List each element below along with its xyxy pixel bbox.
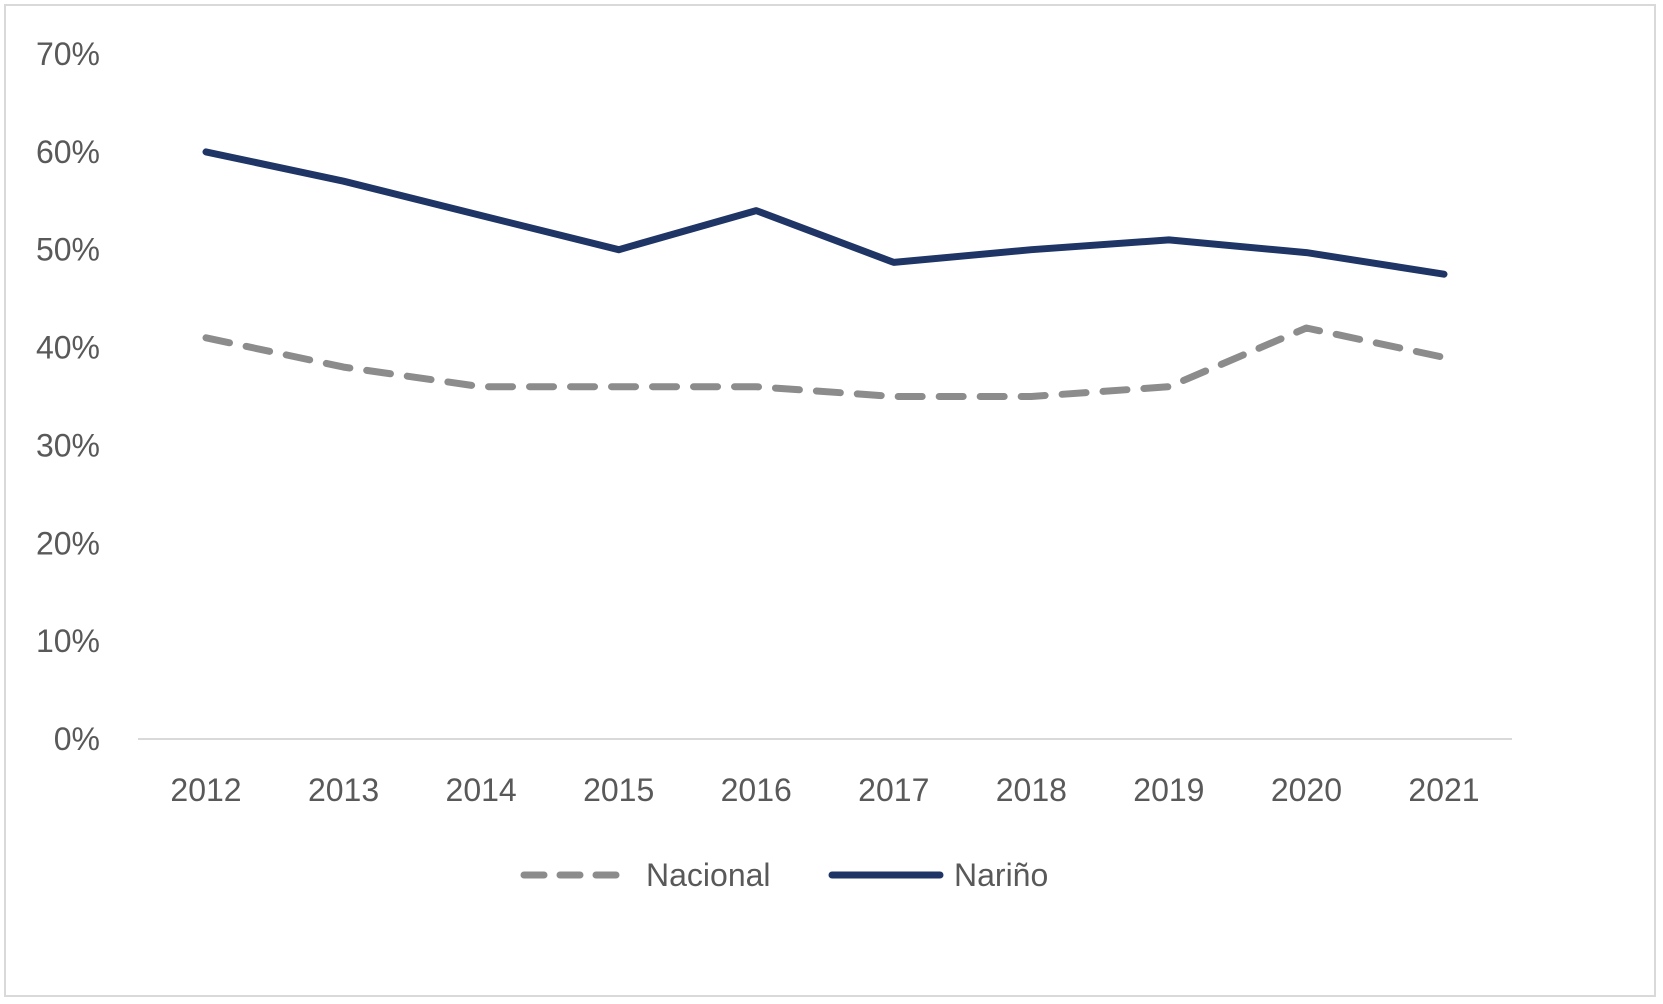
x-tick-label: 2017: [858, 772, 929, 808]
x-tick-label: 2012: [170, 772, 241, 808]
y-tick-label: 70%: [36, 36, 100, 72]
y-tick-label: 0%: [54, 721, 100, 757]
x-tick-label: 2021: [1408, 772, 1479, 808]
series-line-nari-o: [202, 148, 1448, 278]
x-tick-label: 2020: [1271, 772, 1342, 808]
y-tick-label: 50%: [36, 232, 100, 268]
y-tick-label: 60%: [36, 134, 100, 170]
y-tick-label: 40%: [36, 330, 100, 366]
x-tick-label: 2014: [446, 772, 517, 808]
legend-label: Nariño: [954, 857, 1048, 893]
chart-frame: 0% 10% 20% 30% 40% 50% 60% 70% 2012 2013 2014 2015…: [4, 4, 1656, 997]
x-axis: 2012 2013 2014 2015 2016 2017 2018 2019 2020 2021: [170, 772, 1479, 808]
x-tick-label: 2016: [721, 772, 792, 808]
x-tick-label: 2018: [996, 772, 1067, 808]
series-line-nacional: [202, 324, 1448, 400]
y-tick-label: 30%: [36, 427, 100, 463]
x-tick-label: 2013: [308, 772, 379, 808]
legend-label: Nacional: [646, 857, 771, 893]
series-layer: [202, 148, 1448, 400]
legend: Nacional Nariño: [520, 857, 1048, 893]
line-chart: 0% 10% 20% 30% 40% 50% 60% 70% 2012 2013 2014 2015…: [36, 36, 1512, 893]
y-tick-label: 10%: [36, 623, 100, 659]
y-axis: 0% 10% 20% 30% 40% 50% 60% 70%: [36, 36, 100, 757]
x-tick-label: 2019: [1133, 772, 1204, 808]
x-tick-label: 2015: [583, 772, 654, 808]
y-tick-label: 20%: [36, 525, 100, 561]
